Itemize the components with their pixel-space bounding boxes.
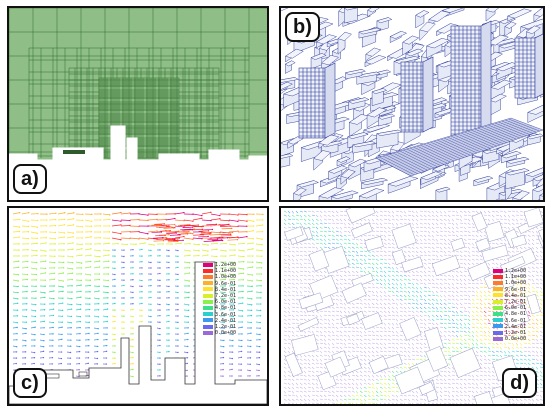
legend-entry: 2.4e-01: [203, 318, 236, 324]
legend-value: 8.4e-01: [505, 292, 527, 299]
legend-swatch: [493, 287, 503, 292]
legend-value: 2.4e-01: [215, 317, 237, 324]
legend-entry: 1.0e+00: [203, 274, 236, 280]
legend-swatch: [493, 274, 503, 279]
legend-entry: 1.0e+00: [493, 280, 526, 286]
legend-value: 3.6e-01: [215, 311, 237, 318]
panel-c-label: c): [13, 368, 47, 398]
legend-entry: 9.6e-01: [493, 287, 526, 293]
legend-entry: 8.4e-01: [493, 293, 526, 299]
legend-swatch: [493, 324, 503, 329]
legend-value: 7.2e-01: [215, 293, 237, 300]
legend-value: 0.0e+00: [505, 336, 527, 343]
legend-value: 8.4e-01: [215, 286, 237, 293]
legend-swatch: [493, 293, 503, 298]
legend-swatch: [203, 274, 213, 279]
legend-entry: 1.1e+00: [203, 268, 236, 274]
legend-swatch: [203, 287, 213, 292]
legend-value: 4.8e-01: [505, 311, 527, 318]
panel-c-section-vectors: 1.2e+00 1.1e+00 1.0e+00 9.6e-01 8.4e-01 7.2e-…: [7, 206, 269, 406]
legend-value: 4.8e-01: [215, 305, 237, 312]
legend-entry: 1.2e-01: [493, 330, 526, 336]
legend-entry: 1.1e+00: [493, 274, 526, 280]
legend-entry: 4.8e-01: [493, 311, 526, 317]
legend-entry: 1.2e-01: [203, 324, 236, 330]
legend-value: 1.1e+00: [505, 274, 527, 281]
velocity-legend: 1.2e+00 1.1e+00 1.0e+00 9.6e-01 8.4e-01 7.2e-…: [203, 262, 236, 336]
velocity-vectors-section: [9, 208, 267, 404]
legend-swatch: [203, 312, 213, 317]
legend-value: 1.0e+00: [505, 280, 527, 287]
legend-swatch: [493, 311, 503, 316]
wireframe-city: [281, 8, 543, 200]
legend-entry: 3.6e-01: [493, 318, 526, 324]
legend-value: 1.2e-01: [505, 330, 527, 337]
legend-value: 1.0e+00: [215, 274, 237, 281]
legend-value: 9.6e-01: [215, 280, 237, 287]
legend-value: 9.6e-01: [505, 286, 527, 293]
legend-swatch: [203, 281, 213, 286]
legend-swatch: [493, 336, 503, 341]
legend-swatch: [203, 293, 213, 298]
panel-d-plan-vectors: 1.2e+00 1.1e+00 1.0e+00 9.6e-01 8.4e-01 7.2e-…: [279, 206, 545, 406]
legend-value: 0.0e+00: [215, 330, 237, 337]
legend-swatch: [203, 324, 213, 329]
panel-b-wireframe: b): [279, 6, 545, 202]
legend-entry: 0.0e+00: [203, 330, 236, 336]
panel-a-label: a): [13, 164, 47, 194]
legend-entry: 6.0e-01: [203, 299, 236, 305]
legend-value: 1.2e+00: [505, 268, 527, 274]
legend-swatch: [493, 305, 503, 310]
legend-swatch: [203, 262, 213, 267]
legend-entry: 2.4e-01: [493, 324, 526, 330]
legend-entry: 7.2e-01: [493, 299, 526, 305]
legend-entry: 6.0e-01: [493, 305, 526, 311]
legend-value: 1.2e+00: [215, 262, 237, 268]
panel-b-label: b): [285, 12, 320, 42]
panel-a-mesh: a): [7, 6, 269, 202]
legend-value: 6.0e-01: [505, 305, 527, 312]
legend-value: 7.2e-01: [505, 299, 527, 306]
panel-d-label: d): [502, 368, 537, 398]
legend-entry: 3.6e-01: [203, 312, 236, 318]
legend-value: 1.2e-01: [215, 324, 237, 331]
legend-value: 6.0e-01: [215, 299, 237, 306]
legend-entry: 1.2e+00: [203, 262, 236, 268]
legend-swatch: [203, 305, 213, 310]
legend-swatch: [203, 268, 213, 273]
legend-entry: 7.2e-01: [203, 293, 236, 299]
velocity-legend-plan: 1.2e+00 1.1e+00 1.0e+00 9.6e-01 8.4e-01 7.2e-…: [493, 268, 526, 342]
legend-entry: 0.0e+00: [493, 336, 526, 342]
legend-swatch: [493, 318, 503, 323]
legend-entry: 1.2e+00: [493, 268, 526, 274]
legend-swatch: [493, 330, 503, 335]
mesh-grid: [9, 8, 267, 200]
legend-entry: 9.6e-01: [203, 281, 236, 287]
legend-entry: 8.4e-01: [203, 287, 236, 293]
legend-entry: 4.8e-01: [203, 305, 236, 311]
legend-swatch: [203, 299, 213, 304]
legend-swatch: [203, 318, 213, 323]
legend-value: 1.1e+00: [215, 268, 237, 275]
legend-swatch: [493, 268, 503, 273]
legend-swatch: [493, 280, 503, 285]
legend-value: 3.6e-01: [505, 317, 527, 324]
legend-swatch: [203, 330, 213, 335]
legend-value: 2.4e-01: [505, 323, 527, 330]
legend-swatch: [493, 299, 503, 304]
